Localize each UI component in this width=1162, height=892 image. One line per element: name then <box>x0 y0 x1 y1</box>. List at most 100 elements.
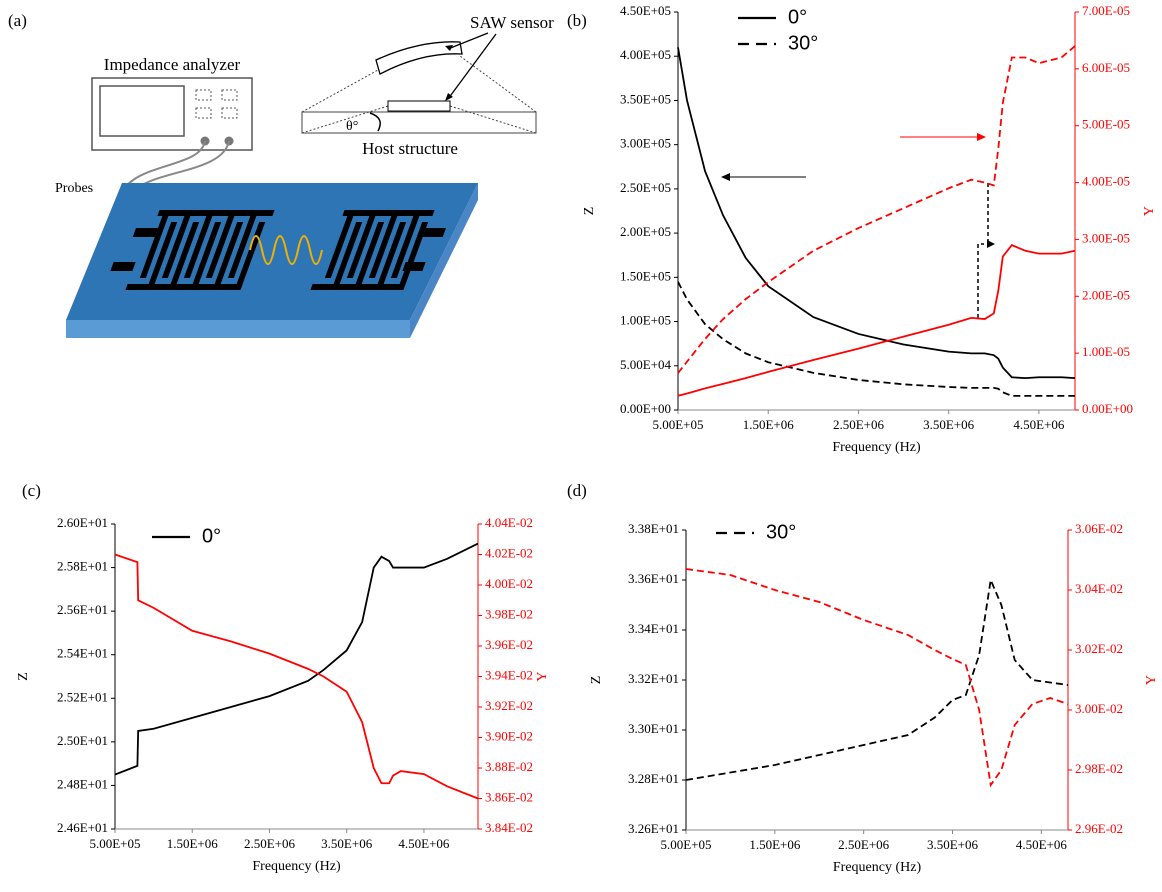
y2-tick-label: 3.04E-02 <box>1075 581 1123 596</box>
y2-tick-label: 3.96E-02 <box>485 637 533 652</box>
x-tick-label: 5.00E+05 <box>652 417 703 432</box>
y2-tick-label: 6.00E-05 <box>1082 60 1130 75</box>
y2-tick-label: 1.00E-05 <box>1082 344 1130 359</box>
y-tick-label: 2.60E+01 <box>57 515 108 530</box>
y2-tick-label: 5.00E-05 <box>1082 117 1130 132</box>
arrow-head <box>987 240 995 248</box>
y2-tick-label: 3.90E-02 <box>485 728 533 743</box>
y2-tick-label: 3.06E-02 <box>1075 521 1123 536</box>
x-tick-label: 1.50E+06 <box>743 417 795 432</box>
y2-tick-label: 3.86E-02 <box>485 789 533 804</box>
y2-tick-label: 7.00E-05 <box>1082 3 1130 18</box>
y-tick-label: 0.00E+00 <box>620 401 671 416</box>
y2-tick-label: 4.02E-02 <box>485 545 533 560</box>
panel-label: (d) <box>567 481 587 500</box>
y-tick-label: 1.00E+05 <box>620 313 671 328</box>
y2-tick-label: 3.88E-02 <box>485 759 533 774</box>
x-axis-label: Frequency (Hz) <box>833 860 922 875</box>
x-tick-label: 3.50E+06 <box>927 837 979 852</box>
y-tick-label: 3.32E+01 <box>628 671 679 686</box>
angle-label: θ° <box>346 119 358 134</box>
y2-tick-label: 2.00E-05 <box>1082 287 1130 302</box>
legend-label: 0° <box>202 525 221 547</box>
annotations <box>721 133 995 318</box>
y-axis-label: Z <box>589 676 604 685</box>
legend-label: 0° <box>788 6 807 28</box>
y-tick-label: 2.52E+01 <box>57 689 108 704</box>
series-line <box>115 544 478 775</box>
y-tick-label: 3.28E+01 <box>628 771 679 786</box>
y-tick-label: 3.50E+05 <box>620 91 671 106</box>
y-axis-label: Z <box>16 672 31 681</box>
x-tick-label: 1.50E+06 <box>749 837 801 852</box>
analyzer-screen <box>100 86 184 136</box>
y2-tick-label: 3.02E-02 <box>1075 641 1123 656</box>
setup-diagram: (a) Impedance analyzer Probes <box>8 11 554 338</box>
legend-label: 30° <box>788 32 818 54</box>
x-tick-label: 5.00E+05 <box>660 837 711 852</box>
x-tick-label: 5.00E+05 <box>89 836 140 851</box>
series-line <box>678 47 1075 378</box>
y-tick-label: 3.26E+01 <box>628 821 679 836</box>
sensor-label: SAW sensor <box>470 13 554 32</box>
y-tick-label: 3.38E+01 <box>628 521 679 536</box>
y-tick-label: 2.56E+01 <box>57 602 108 617</box>
arrow <box>978 244 984 318</box>
y2-tick-label: 4.00E-02 <box>485 576 533 591</box>
x-tick-label: 1.50E+06 <box>167 836 219 851</box>
y2-tick-label: 0.00E+00 <box>1082 401 1133 416</box>
y2-tick-label: 3.84E-02 <box>485 820 533 835</box>
probes-label: Probes <box>55 181 93 196</box>
y-tick-label: 4.00E+05 <box>620 47 671 62</box>
x-tick-label: 2.50E+06 <box>244 836 296 851</box>
y-tick-label: 2.58E+01 <box>57 559 108 574</box>
y2-axis-label: Y <box>1144 675 1159 685</box>
arrow <box>988 183 992 244</box>
host-label: Host structure <box>362 139 458 158</box>
series-line <box>678 245 1075 396</box>
y2-tick-label: 4.04E-02 <box>485 515 533 530</box>
series-line <box>678 46 1075 373</box>
figure: (a) Impedance analyzer Probes <box>0 0 1162 892</box>
y2-axis-label: Y <box>1142 206 1157 216</box>
arrow-head <box>721 173 730 181</box>
y-tick-label: 4.50E+05 <box>620 3 671 18</box>
x-tick-label: 3.50E+06 <box>923 417 975 432</box>
y2-tick-label: 2.98E-02 <box>1075 761 1123 776</box>
x-axis-label: Frequency (Hz) <box>832 440 921 455</box>
x-tick-label: 2.50E+06 <box>838 837 890 852</box>
y2-tick-label: 3.98E-02 <box>485 606 533 621</box>
x-tick-label: 4.50E+06 <box>1013 417 1065 432</box>
y2-axis-label: Y <box>535 671 550 681</box>
x-tick-label: 2.50E+06 <box>833 417 885 432</box>
series-line <box>115 555 478 799</box>
panel-label: (a) <box>8 11 27 30</box>
y-tick-label: 2.54E+01 <box>57 646 108 661</box>
y-tick-label: 5.00E+04 <box>620 357 672 372</box>
legend-label: 30° <box>766 521 796 543</box>
substrate-front <box>66 320 410 338</box>
y-tick-label: 2.50E+01 <box>57 733 108 748</box>
arrow-head <box>977 133 986 141</box>
y-axis-label: Z <box>582 207 597 216</box>
angle-arrow <box>370 113 380 131</box>
y-tick-label: 3.00E+05 <box>620 136 671 151</box>
panel-label: (c) <box>22 481 41 500</box>
y-tick-label: 3.30E+01 <box>628 721 679 736</box>
y-tick-label: 2.00E+05 <box>620 224 671 239</box>
y2-tick-label: 4.00E-05 <box>1082 174 1130 189</box>
y-tick-label: 2.46E+01 <box>57 820 108 835</box>
panel-label: (b) <box>567 11 587 30</box>
analyzer-label: Impedance analyzer <box>104 55 241 74</box>
y-tick-label: 3.34E+01 <box>628 621 679 636</box>
y2-tick-label: 3.92E-02 <box>485 698 533 713</box>
y-tick-label: 1.50E+05 <box>620 268 671 283</box>
y2-tick-label: 2.96E-02 <box>1075 821 1123 836</box>
y2-tick-label: 3.00E-05 <box>1082 230 1130 245</box>
x-tick-label: 4.50E+06 <box>1016 837 1068 852</box>
y-tick-label: 3.36E+01 <box>628 571 679 586</box>
y2-tick-label: 3.00E-02 <box>1075 701 1123 716</box>
x-tick-label: 4.50E+06 <box>398 836 450 851</box>
projection-lines <box>302 56 536 133</box>
series-line <box>686 569 1068 785</box>
